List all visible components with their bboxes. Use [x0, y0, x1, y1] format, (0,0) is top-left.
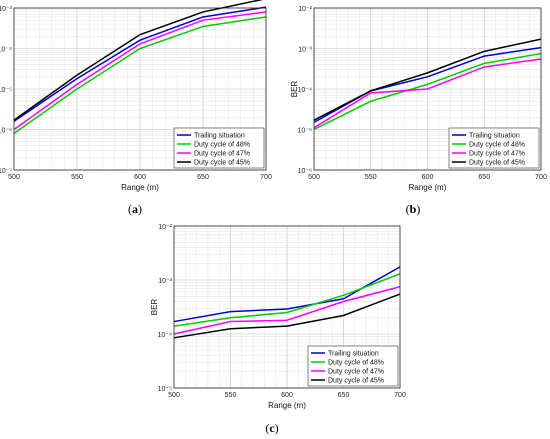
x-tick-label: 700 — [260, 174, 272, 181]
series-line-3 — [313, 38, 542, 121]
y-axis-label: BER — [290, 81, 299, 98]
legend-label-0: Trailing situation — [469, 133, 520, 140]
panel-caption: (c) — [265, 421, 278, 435]
series-line-1 — [13, 16, 267, 135]
x-tick-label: 600 — [134, 174, 146, 181]
y-tick-label: 10⁻⁵ — [0, 87, 12, 94]
y-tick-label: 10⁻³ — [0, 6, 13, 13]
series-line-3 — [173, 293, 401, 339]
x-tick-label: 600 — [422, 174, 434, 181]
legend: Trailing situation Duty cycle of 48% Duty … — [448, 127, 540, 169]
series-line-3 — [13, 0, 264, 121]
series-line-2 — [313, 58, 542, 129]
x-axis-label: Range (m) — [121, 183, 159, 192]
x-tick-label: 650 — [197, 174, 209, 181]
y-tick-label: 10⁻² — [158, 224, 172, 231]
y-tick-label: 10⁻² — [298, 6, 312, 13]
x-tick-label: 550 — [71, 174, 83, 181]
y-tick-label: 10⁻⁶ — [298, 168, 312, 175]
legend: Trailing situation Duty cycle of 48% Duty … — [307, 345, 399, 387]
x-axis-label: Range (m) — [268, 401, 306, 410]
legend-label-1: Duty cycle of 48% — [469, 142, 525, 149]
y-tick-label: 10⁻⁵ — [158, 386, 172, 393]
y-tick-label: 10⁻⁴ — [298, 87, 313, 94]
x-tick-label: 600 — [281, 392, 293, 399]
chart-panel-1: 500 550 600 650 700 10⁻⁶ 10⁻⁵ 10⁻⁴ 10⁻³ 10⁻² Range… — [290, 6, 547, 216]
y-tick-label: 10⁻⁷ — [0, 168, 12, 175]
legend-label-3: Duty cycle of 45% — [328, 378, 384, 385]
legend-label-3: Duty cycle of 45% — [194, 160, 250, 167]
legend-label-1: Duty cycle of 48% — [194, 142, 250, 149]
x-tick-label: 700 — [394, 392, 406, 399]
y-tick-label: 10⁻⁵ — [298, 128, 312, 135]
x-tick-label: 650 — [338, 392, 350, 399]
y-tick-label: 10⁻³ — [158, 278, 172, 285]
series-line-2 — [13, 11, 267, 131]
legend-label-2: Duty cycle of 47% — [469, 151, 525, 158]
axes-frame — [313, 7, 542, 171]
legend-label-1: Duty cycle of 48% — [328, 360, 384, 367]
series-line-1 — [173, 273, 401, 327]
y-axis-label: BER — [150, 299, 159, 316]
legend-label-0: Trailing situation — [194, 133, 245, 140]
x-tick-label: 700 — [535, 174, 547, 181]
y-tick-label: 10⁻³ — [298, 47, 312, 54]
x-axis-label: Range (m) — [409, 183, 447, 192]
y-tick-label: 10⁻⁶ — [0, 128, 12, 135]
x-tick-label: 500 — [168, 392, 180, 399]
legend: Trailing situation Duty cycle of 48% Duty … — [173, 127, 265, 169]
chart-panel-0: 500 550 600 650 700 10⁻⁷ 10⁻⁶ 10⁻⁵ 10⁻⁴ 10⁻³ Range… — [0, 0, 272, 216]
legend-label-0: Trailing situation — [328, 351, 379, 358]
x-tick-label: 500 — [8, 174, 20, 181]
panel-caption: (b) — [406, 202, 421, 216]
axes-frame — [173, 225, 401, 389]
x-tick-label: 550 — [225, 392, 237, 399]
legend-label-2: Duty cycle of 47% — [194, 151, 250, 158]
legend-label-2: Duty cycle of 47% — [328, 369, 384, 376]
x-tick-label: 650 — [478, 174, 490, 181]
x-tick-label: 500 — [308, 174, 320, 181]
y-tick-label: 10⁻⁴ — [0, 47, 12, 54]
y-tick-label: 10⁻⁴ — [158, 332, 173, 339]
chart-panel-2: 500 550 600 650 700 10⁻⁵ 10⁻⁴ 10⁻³ 10⁻² Range (m)… — [150, 224, 406, 435]
axes-frame — [13, 7, 267, 171]
series-line-0 — [13, 6, 267, 122]
legend-label-3: Duty cycle of 45% — [469, 160, 525, 167]
panel-caption: (a) — [128, 202, 142, 216]
series-line-2 — [173, 286, 401, 335]
series-line-1 — [313, 52, 542, 131]
x-tick-label: 550 — [365, 174, 377, 181]
